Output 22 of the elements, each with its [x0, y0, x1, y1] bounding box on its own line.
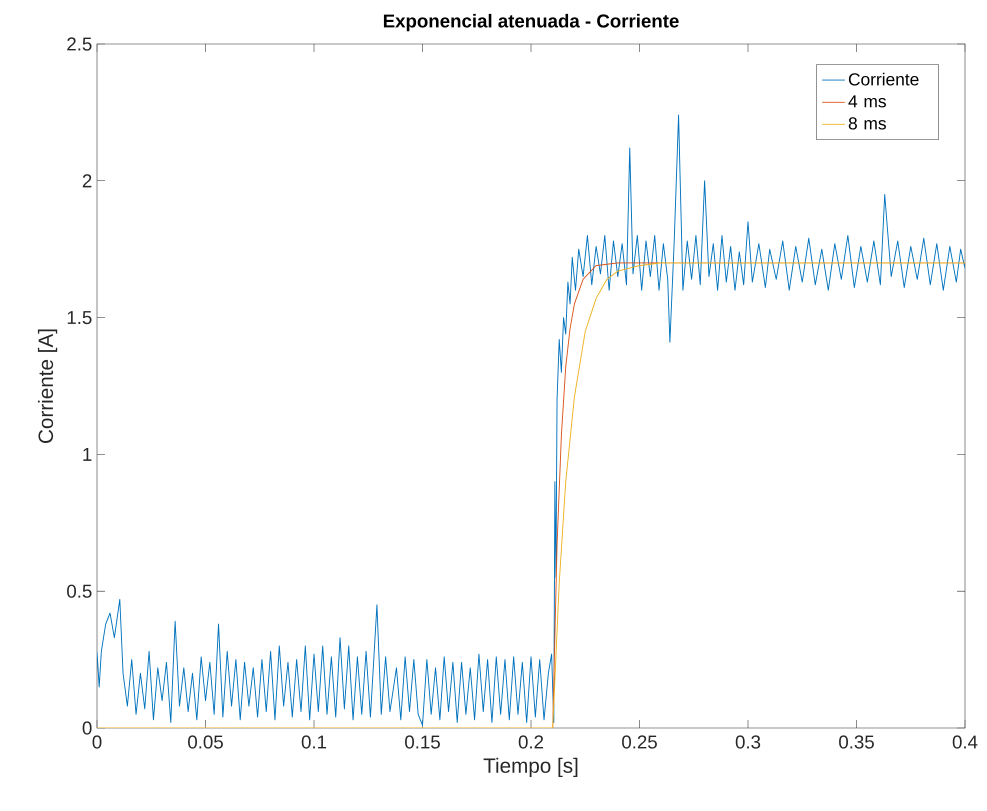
y-tick-label: 0.5	[67, 584, 92, 598]
x-tick-label: 0.1	[302, 735, 326, 749]
x-tick-label: 0.05	[188, 735, 223, 749]
legend-label: 4 ms	[848, 95, 886, 108]
x-axis-title: Tiempo [s]	[484, 758, 578, 778]
x-tick-label: 0.4	[952, 735, 978, 749]
x-tick-label: 0	[92, 735, 102, 749]
x-tick-label: 0.2	[518, 735, 544, 749]
y-tick-label: 1	[83, 448, 92, 461]
legend-label: 8 ms	[848, 117, 886, 130]
y-tick-label: 0	[82, 721, 92, 735]
y-tick-label: 2	[82, 174, 92, 188]
x-tick-label: 0.15	[405, 735, 440, 749]
line-series	[97, 114, 966, 726]
x-tick-label: 0.3	[736, 735, 760, 749]
x-tick-label: 0.35	[839, 735, 874, 749]
legend-label: Corriente	[848, 72, 919, 86]
y-tick-label: 2.5	[67, 37, 92, 51]
y-tick-label: 1.5	[68, 311, 92, 324]
y-axis-title: Corriente [A]	[38, 330, 58, 443]
chart-title: Exponencial atenuada - Corriente	[384, 14, 679, 32]
x-tick-label: 0.25	[622, 735, 657, 749]
